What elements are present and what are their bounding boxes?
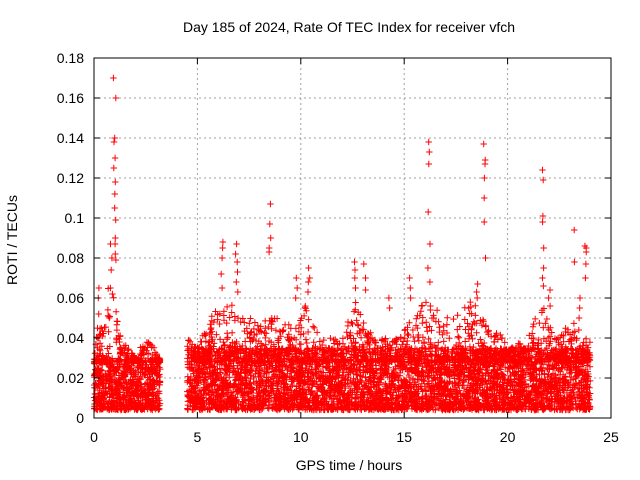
x-tick-label: 25: [603, 429, 619, 445]
x-axis-label: GPS time / hours: [296, 457, 403, 473]
chart-title: Day 185 of 2024, Rate Of TEC Index for r…: [183, 19, 515, 35]
y-axis-label: ROTI / TECUs: [4, 195, 20, 285]
x-tick-label: 5: [194, 429, 202, 445]
y-tick-label: 0.06: [57, 290, 84, 306]
grid-lines: [94, 58, 611, 418]
y-tick-label: 0.08: [57, 250, 84, 266]
axis-ticks: 0 5 10 15 20 25 0 0.02 0.04 0.06 0.08 0.1 0.12 0.14 0.…: [57, 50, 619, 445]
y-tick-label: 0.04: [57, 330, 84, 346]
x-tick-label: 0: [90, 429, 98, 445]
y-tick-label: 0.02: [57, 370, 84, 386]
plot-frame: [93, 57, 612, 419]
y-tick-label: 0.16: [57, 90, 84, 106]
x-tick-label: 15: [396, 429, 412, 445]
x-tick-label: 20: [500, 429, 516, 445]
y-tick-label: 0.12: [57, 170, 84, 186]
y-tick-label: 0.14: [57, 130, 84, 146]
y-tick-label: 0: [76, 410, 84, 426]
y-tick-label: 0.18: [57, 50, 84, 66]
y-tick-label: 0.1: [65, 210, 85, 226]
x-tick-label: 10: [293, 429, 309, 445]
